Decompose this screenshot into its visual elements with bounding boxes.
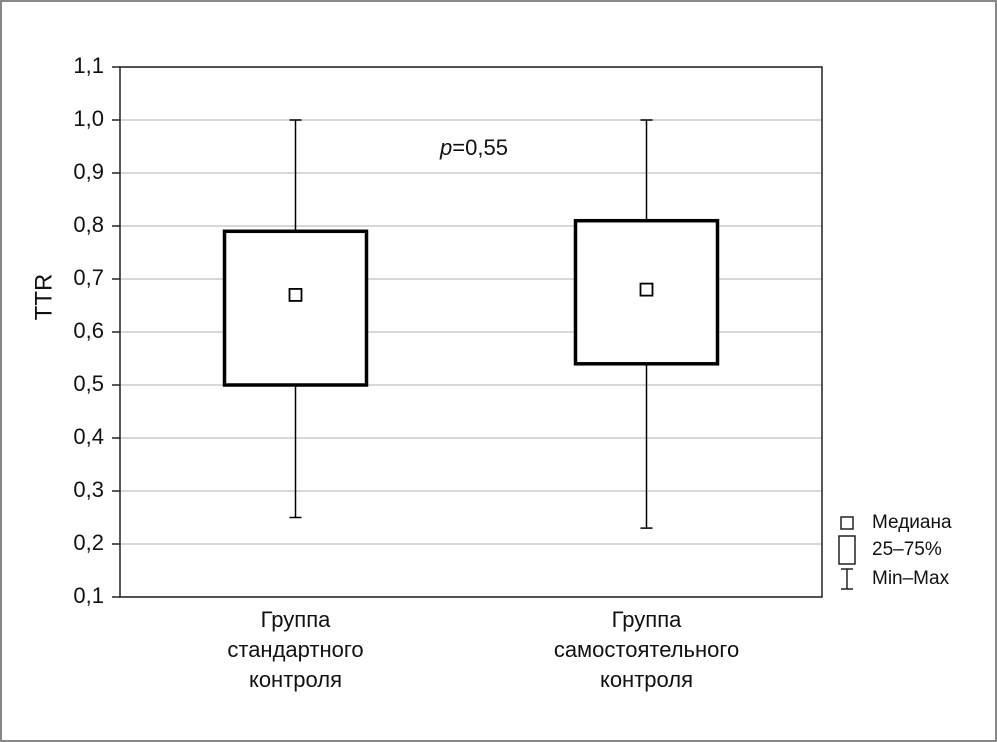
legend-label: Медиана (872, 512, 952, 533)
y-tick-label: 0,9 (73, 159, 104, 184)
y-tick-label: 0,4 (73, 424, 104, 449)
median (288, 287, 303, 302)
plot-area (119, 66, 823, 598)
legend-icon (840, 516, 854, 530)
y-tick-label: 0,1 (73, 583, 104, 608)
box (222, 229, 369, 387)
y-tick-label: 0,6 (73, 318, 104, 343)
y-tick-label: 1,0 (73, 106, 104, 131)
y-tick-label: 0,7 (73, 265, 104, 290)
y-axis-label: TTR (30, 274, 57, 321)
annotation-variable: p (439, 135, 452, 160)
y-tick-label: 1,1 (73, 53, 104, 78)
legend-label: 25–75% (872, 539, 942, 560)
median (639, 282, 654, 297)
y-tick-label: 0,3 (73, 477, 104, 502)
annotation: p=0,55 (439, 135, 508, 160)
y-tick-label: 0,8 (73, 212, 104, 237)
x-tick-label: Группа стандартного контроля (227, 607, 364, 692)
y-tick-label: 0,5 (73, 371, 104, 396)
legend-icon (838, 535, 856, 565)
x-tick-label: Группа самостоятельного контроля (553, 607, 740, 692)
legend-label: Min–Max (872, 568, 950, 589)
y-tick-label: 0,2 (73, 530, 104, 555)
annotation-text: =0,55 (452, 135, 508, 160)
